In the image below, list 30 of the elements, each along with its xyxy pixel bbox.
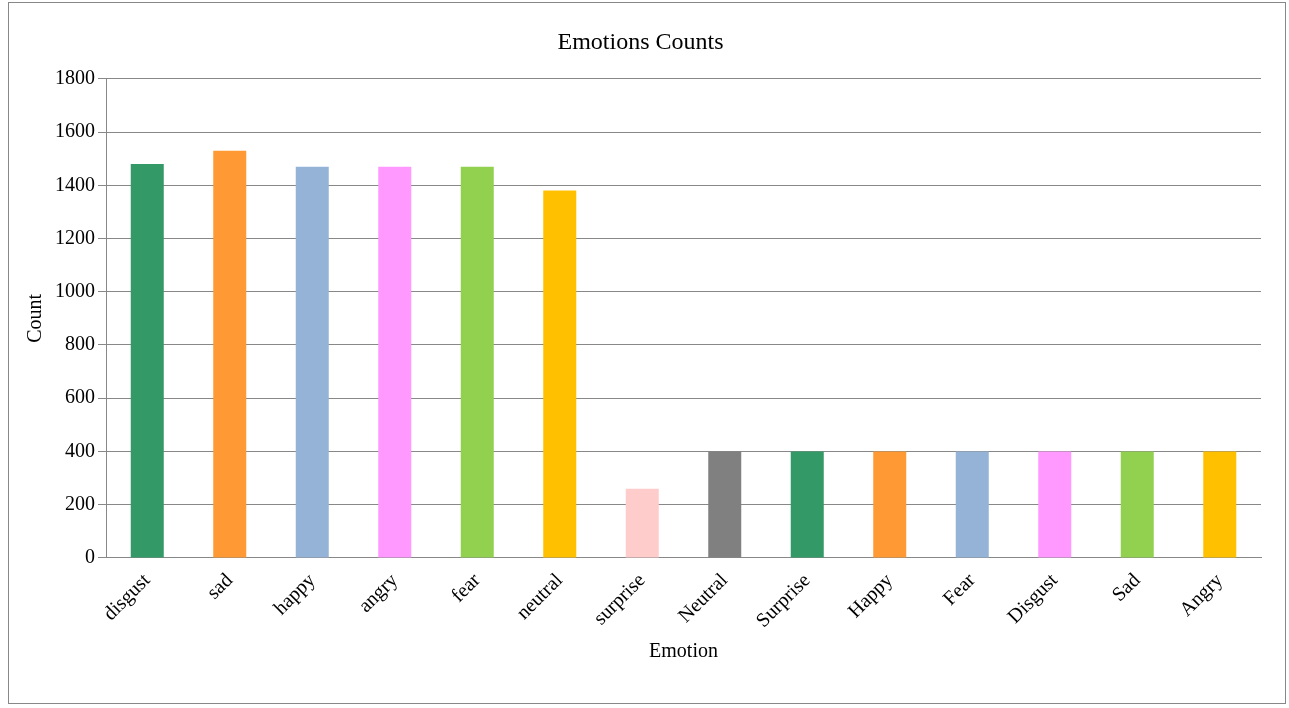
y-tick-label: 1800 [55, 66, 95, 89]
bar [873, 451, 907, 558]
bar [130, 163, 164, 558]
y-tick-label: 1000 [55, 278, 95, 301]
x-tick-label: fear [446, 568, 485, 606]
y-tick-label: 0 [85, 545, 95, 568]
y-tick-label: 400 [65, 438, 95, 461]
bar [543, 190, 577, 558]
bar [1203, 451, 1237, 558]
bar [295, 166, 329, 558]
x-axis-title: Emotion [649, 639, 718, 662]
bar [1120, 451, 1154, 558]
y-tick-label: 200 [65, 491, 95, 514]
x-tick-label: sad [201, 568, 237, 603]
bar [955, 451, 989, 558]
y-tick-label: 1200 [55, 225, 95, 248]
bar [460, 166, 494, 558]
bar [1038, 451, 1072, 558]
x-tick-label: Fear [938, 568, 980, 610]
bar [625, 488, 659, 558]
y-tick-label: 600 [65, 385, 95, 408]
bar [213, 150, 247, 558]
bar [378, 166, 412, 558]
y-tick-label: 1400 [55, 172, 95, 195]
chart-title: Emotions Counts [557, 27, 724, 54]
bar [790, 451, 824, 558]
x-tick-label: Sad [1107, 568, 1144, 606]
y-tick-label: 1600 [55, 119, 95, 142]
y-axis-title: Count [23, 293, 46, 343]
y-tick-label: 800 [65, 332, 95, 355]
